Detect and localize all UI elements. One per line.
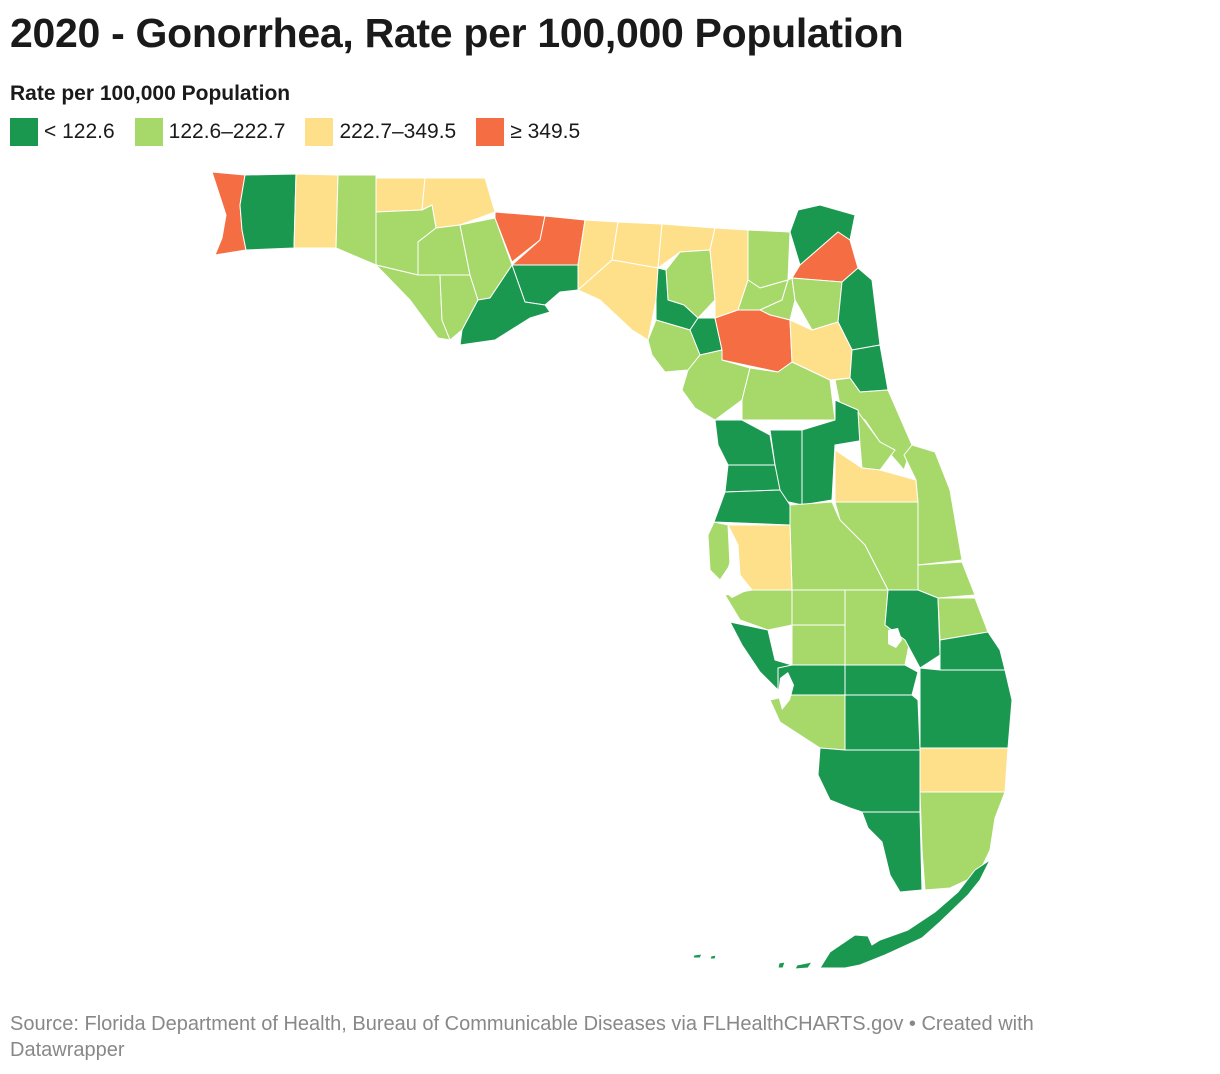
county-desoto[interactable] bbox=[791, 624, 846, 666]
county-hendry[interactable] bbox=[844, 694, 921, 751]
county-sumter[interactable] bbox=[769, 429, 803, 506]
legend-item-mid-high[interactable]: 222.7–349.5 bbox=[305, 118, 456, 146]
county-collier[interactable] bbox=[817, 747, 921, 813]
county-okaloosa[interactable] bbox=[293, 173, 339, 249]
legend-title: Rate per 100,000 Population bbox=[10, 82, 291, 105]
legend-label-high: ≥ 349.5 bbox=[510, 120, 581, 143]
florida-county-map bbox=[211, 171, 1013, 970]
county-walton[interactable] bbox=[335, 174, 377, 266]
legend-swatch-high bbox=[476, 118, 505, 146]
county-monroe-mainland[interactable] bbox=[861, 811, 923, 893]
county-okeechobee[interactable] bbox=[884, 589, 941, 669]
county-glades[interactable] bbox=[844, 664, 919, 696]
legend-item-mid-low[interactable]: 122.6–222.7 bbox=[134, 118, 286, 146]
county-keys-islet-3[interactable] bbox=[692, 953, 703, 959]
chart-title: 2020 - Gonorrhea, Rate per 100,000 Popul… bbox=[10, 10, 904, 56]
county-miami-dade[interactable] bbox=[919, 791, 1006, 891]
county-bay[interactable] bbox=[375, 264, 451, 341]
county-hernando[interactable] bbox=[724, 464, 781, 493]
legend-swatch-low bbox=[10, 118, 38, 146]
legend-label-mid-high: 222.7–349.5 bbox=[339, 120, 457, 143]
county-indian-river[interactable] bbox=[917, 561, 976, 599]
county-pasco[interactable] bbox=[713, 489, 791, 526]
county-broward[interactable] bbox=[919, 747, 1009, 793]
lake-okeechobee-water bbox=[888, 628, 902, 648]
legend-swatch-mid-low bbox=[134, 118, 163, 146]
legend-swatch-mid-high bbox=[305, 118, 334, 146]
county-marion[interactable] bbox=[741, 361, 836, 421]
county-keys-islet-2[interactable] bbox=[777, 961, 786, 969]
county-monroe-keys[interactable] bbox=[819, 859, 991, 969]
county-keys-islet-1[interactable] bbox=[794, 961, 813, 970]
legend: < 122.6 122.6–222.7 222.7–349.5 ≥ 349.5 bbox=[10, 118, 600, 146]
legend-item-low[interactable]: < 122.6 bbox=[10, 118, 115, 146]
legend-label-low: < 122.6 bbox=[44, 120, 115, 143]
county-palm-beach[interactable] bbox=[919, 667, 1013, 749]
county-gadsden[interactable] bbox=[494, 211, 546, 263]
county-franklin[interactable] bbox=[459, 264, 551, 346]
county-hardee[interactable] bbox=[791, 589, 846, 626]
county-volusia[interactable] bbox=[834, 377, 913, 471]
county-holmes[interactable] bbox=[375, 177, 426, 213]
legend-label-mid-low: 122.6–222.7 bbox=[168, 120, 286, 143]
county-baker[interactable] bbox=[747, 229, 791, 289]
county-santa-rosa[interactable] bbox=[239, 173, 297, 251]
county-pinellas[interactable] bbox=[707, 521, 731, 581]
tampa-bay-water bbox=[722, 560, 748, 598]
source-note: Source: Florida Department of Health, Bu… bbox=[10, 1013, 1034, 1061]
county-citrus[interactable] bbox=[714, 419, 776, 466]
legend-item-high[interactable]: ≥ 349.5 bbox=[476, 118, 580, 146]
charlotte-harbor-water bbox=[778, 672, 794, 710]
county-keys-islet-4[interactable] bbox=[709, 954, 717, 960]
county-flagler[interactable] bbox=[849, 344, 889, 393]
county-clay[interactable] bbox=[791, 277, 843, 331]
